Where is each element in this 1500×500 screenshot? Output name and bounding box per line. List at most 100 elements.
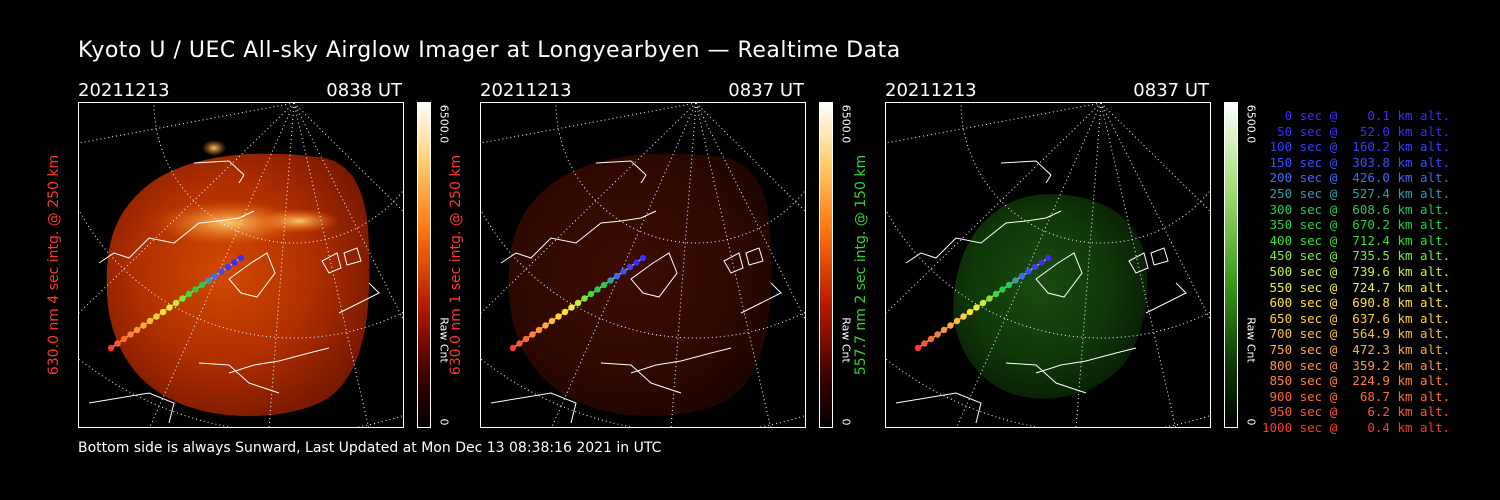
trajectory-path: [914, 254, 1052, 352]
colorbar: [1224, 102, 1238, 428]
trajectory-point: [581, 295, 588, 302]
trajectory-point: [986, 295, 993, 302]
trajectory-point: [542, 322, 549, 329]
airglow-emission: [508, 153, 772, 417]
trajectory-point: [548, 317, 556, 325]
legend-item: 50 sec @ 52.0 km alt.: [1262, 123, 1451, 139]
trajectory-point: [555, 313, 562, 320]
trajectory-point: [140, 322, 147, 329]
trajectory-point: [192, 286, 199, 293]
panel-date: 20211213: [78, 80, 170, 101]
colorbar-unit-label: Raw Cnt: [1244, 317, 1258, 363]
trajectory-point: [522, 335, 530, 343]
colorbar-min-label: 0: [437, 418, 451, 426]
trajectory-point: [600, 281, 608, 289]
trajectory-point: [509, 344, 517, 352]
trajectory-point: [953, 317, 961, 325]
panel-date: 20211213: [480, 80, 572, 101]
legend-item: 350 sec @ 670.2 km alt.: [1262, 217, 1451, 233]
aurora-band: [154, 201, 304, 245]
trajectory-legend: 0 sec @ 0.1 km alt. 50 sec @ 52.0 km alt…: [1262, 108, 1451, 435]
colorbar: [819, 102, 833, 428]
legend-item: 800 sec @ 359.2 km alt.: [1262, 357, 1451, 373]
trajectory-point: [529, 331, 536, 338]
allsky-map: [79, 103, 403, 427]
allsky-image: [480, 102, 806, 428]
trajectory-point: [1025, 268, 1032, 275]
trajectory-point: [179, 295, 186, 302]
trajectory-point: [107, 344, 115, 352]
panel-time: 0837 UT: [1133, 80, 1209, 101]
trajectory-point: [1044, 254, 1052, 262]
image-panel-1: 20211213 0838 UT 630.0 nm 4 sec intg. @ …: [46, 80, 478, 430]
trajectory-point: [1031, 263, 1039, 271]
trajectory-point: [172, 299, 180, 307]
legend-item: 400 sec @ 712.4 km alt.: [1262, 232, 1451, 248]
trajectory-point: [568, 304, 575, 311]
allsky-map: [886, 103, 1210, 427]
allsky-image: [78, 102, 404, 428]
trajectory-point: [561, 308, 569, 316]
panel-ylabel: 557.7 nm 2 sec intg. @ 150 km: [853, 154, 869, 376]
trajectory-point: [594, 286, 601, 293]
latlon-grid: [886, 103, 1210, 427]
trajectory-point: [159, 308, 167, 316]
trajectory-point: [205, 277, 212, 284]
legend-item: 100 sec @ 160.2 km alt.: [1262, 139, 1451, 155]
trajectory-point: [1012, 277, 1019, 284]
trajectory-point: [185, 290, 193, 298]
trajectory-point: [231, 259, 238, 266]
trajectory-point: [927, 335, 935, 343]
trajectory-point: [166, 304, 173, 311]
trajectory-point: [626, 263, 634, 271]
trajectory-point: [574, 299, 582, 307]
legend-item: 600 sec @ 690.8 km alt.: [1262, 295, 1451, 311]
latlon-grid: [481, 103, 805, 427]
trajectory-point: [198, 281, 206, 289]
trajectory-point: [127, 331, 134, 338]
colorbar-min-label: 0: [839, 418, 853, 426]
airglow-emission: [953, 194, 1148, 399]
legend-item: 1000 sec @ 0.4 km alt.: [1262, 419, 1451, 435]
trajectory-point: [224, 263, 232, 271]
allsky-image: [885, 102, 1211, 428]
trajectory-point: [960, 313, 967, 320]
panel-time: 0838 UT: [326, 80, 402, 101]
trajectory-point: [1018, 272, 1026, 280]
coastline: [490, 160, 782, 424]
legend-item: 950 sec @ 6.2 km alt.: [1262, 404, 1451, 420]
coastline: [88, 160, 380, 424]
allsky-map: [481, 103, 805, 427]
panel-ylabel: 630.0 nm 1 sec intg. @ 250 km: [448, 154, 464, 376]
trajectory-point: [633, 259, 640, 266]
trajectory-point: [940, 326, 948, 334]
legend-item: 900 sec @ 68.7 km alt.: [1262, 388, 1451, 404]
legend-item: 300 sec @ 608.6 km alt.: [1262, 201, 1451, 217]
aurora-band: [259, 209, 339, 233]
trajectory-point: [979, 299, 987, 307]
trajectory-point: [613, 272, 621, 280]
legend-item: 700 sec @ 564.9 km alt.: [1262, 326, 1451, 342]
panel-ylabel: 630.0 nm 4 sec intg. @ 250 km: [46, 154, 62, 376]
trajectory-point: [947, 322, 954, 329]
trajectory-point: [992, 290, 1000, 298]
trajectory-point: [934, 331, 941, 338]
legend-item: 500 sec @ 739.6 km alt.: [1262, 263, 1451, 279]
colorbar-max-label: 6500.0: [839, 104, 853, 144]
trajectory-point: [237, 254, 245, 262]
image-panel-2: 20211213 0837 UT 630.0 nm 1 sec intg. @ …: [448, 80, 880, 430]
trajectory-point: [114, 340, 121, 347]
legend-item: 0 sec @ 0.1 km alt.: [1262, 108, 1451, 123]
page-title: Kyoto U / UEC All-sky Airglow Imager at …: [78, 38, 901, 63]
aurora-band: [202, 140, 226, 156]
trajectory-point: [914, 344, 922, 352]
trajectory-point: [211, 272, 219, 280]
legend-item: 200 sec @ 426.0 km alt.: [1262, 170, 1451, 186]
colorbar-min-label: 0: [1244, 418, 1258, 426]
trajectory-path: [509, 254, 647, 352]
legend-item: 450 sec @ 735.5 km alt.: [1262, 248, 1451, 264]
trajectory-point: [218, 268, 225, 275]
legend-item: 850 sec @ 224.9 km alt.: [1262, 373, 1451, 389]
trajectory-point: [999, 286, 1006, 293]
trajectory-point: [973, 304, 980, 311]
